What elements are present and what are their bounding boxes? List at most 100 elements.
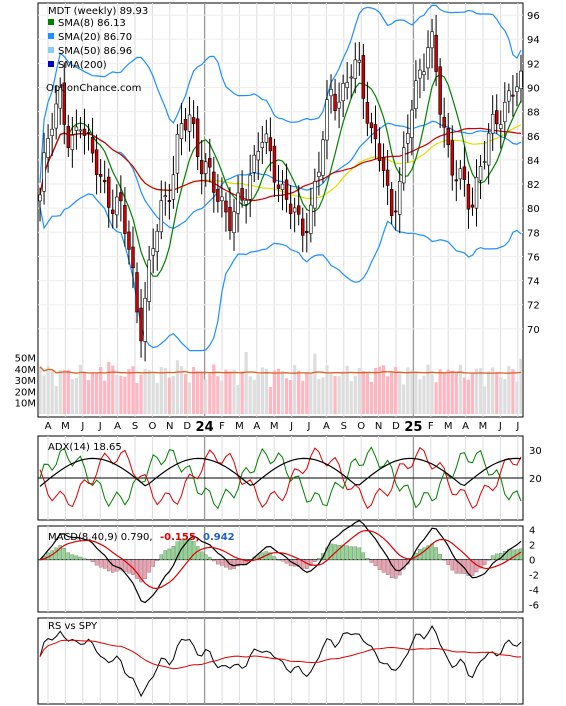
volume-average-line [39, 366, 522, 374]
macd-histogram-bar [377, 559, 382, 570]
candle-body [147, 259, 151, 302]
volume-bar [191, 367, 196, 414]
candle-body [171, 174, 176, 200]
rs-title: RS vs SPY [48, 621, 98, 632]
panel-frame [37, 525, 524, 613]
volume-bar [119, 375, 123, 414]
candle-body [398, 181, 402, 215]
macd-histogram-bar [199, 551, 204, 560]
macd-histogram-bar [191, 541, 196, 560]
x-tick-label: F [428, 421, 434, 432]
candle-body [155, 230, 159, 253]
candle-body [454, 179, 459, 182]
candle-body [38, 194, 42, 202]
panel-frame [37, 2, 524, 418]
candle-body [272, 145, 277, 183]
volume-bar [268, 386, 273, 414]
candle-body [515, 86, 519, 93]
candle-body [58, 87, 62, 109]
macd-histogram-bar [402, 559, 406, 570]
macd-histogram-bar [159, 554, 164, 560]
volume-bar [478, 368, 483, 414]
macd-histogram-bar [442, 559, 446, 561]
macd-histogram-bar [280, 559, 285, 562]
volume-bar [418, 379, 422, 414]
macd-histogram-bar [78, 556, 83, 560]
x-tick-label: A [114, 421, 121, 432]
volume-bar [54, 385, 58, 414]
volume-bar [204, 379, 208, 414]
macd-histogram-bar [102, 559, 107, 569]
candle-body [224, 200, 228, 213]
x-tick-label: J [98, 421, 102, 432]
macd-histogram-bar [470, 559, 475, 576]
candle-body [228, 207, 232, 231]
volume-bar [507, 365, 511, 414]
candle-body [244, 200, 248, 205]
volume-bar [224, 369, 228, 414]
volume-bar [466, 379, 471, 414]
candle-body [179, 123, 184, 140]
volume-bar [90, 372, 95, 414]
candle-body [474, 177, 479, 209]
candle-body [78, 129, 83, 132]
candle-body [503, 101, 507, 123]
candle-body [107, 176, 111, 208]
candle-body [212, 171, 216, 193]
macd-histogram-bar [430, 543, 434, 560]
candle-body [208, 158, 212, 168]
candle-body [54, 103, 58, 129]
volume-bar [167, 377, 171, 414]
volume-bar [369, 381, 374, 414]
volume-bar [187, 382, 192, 414]
sma-long-line [39, 127, 522, 202]
macd-histogram-bar [313, 559, 317, 562]
candle-body [406, 133, 410, 144]
volume-bar [115, 375, 119, 414]
volume-bar [175, 360, 180, 414]
volume-bar [495, 372, 499, 414]
volume-bar [179, 366, 184, 414]
legend-swatch [48, 33, 54, 39]
x-tick-label: J [498, 421, 502, 432]
volume-bar [155, 382, 159, 414]
x-tick-label: D [183, 421, 191, 432]
x-tick-label: S [341, 421, 347, 432]
macd-histogram-bar [155, 559, 159, 562]
volume-bar [454, 372, 458, 414]
x-tick-label: O [357, 421, 365, 432]
adx-tick-label: 20 [529, 474, 542, 485]
x-tick-label: J [515, 421, 519, 432]
candle-body [365, 102, 370, 124]
macd-histogram-bar [478, 559, 483, 569]
macd-histogram-bar [357, 547, 362, 560]
candle-body [292, 207, 297, 213]
macd-histogram-bar [58, 545, 62, 560]
price-tick-label: 92 [527, 59, 540, 70]
volume-bar [139, 374, 143, 414]
price-tick-label: 86 [527, 132, 540, 143]
volume-bar [491, 367, 495, 414]
volume-bar [442, 372, 446, 414]
x-tick-label: J [307, 421, 311, 432]
legend-item-label: SMA(20) 86.70 [58, 32, 132, 43]
candle-body [264, 133, 269, 143]
macd-line [39, 520, 522, 604]
macd-histogram-bar [203, 554, 208, 560]
volume-bar [434, 382, 438, 414]
macd-histogram-bar [66, 552, 71, 560]
x-tick-label: M [270, 421, 279, 432]
macd-histogram-bar [86, 559, 91, 561]
macd-tick-label: -2 [529, 571, 539, 582]
candle-body [410, 109, 414, 138]
candle-body [329, 89, 333, 97]
price-tick-label: 90 [527, 83, 540, 94]
candle-body [183, 119, 188, 131]
volume-bar [284, 378, 289, 414]
x-tick-label: N [166, 421, 173, 432]
price-tick-label: 96 [527, 11, 540, 22]
candle-body [442, 116, 446, 128]
macd-histogram-bar [268, 552, 273, 560]
volume-bar [147, 369, 151, 414]
